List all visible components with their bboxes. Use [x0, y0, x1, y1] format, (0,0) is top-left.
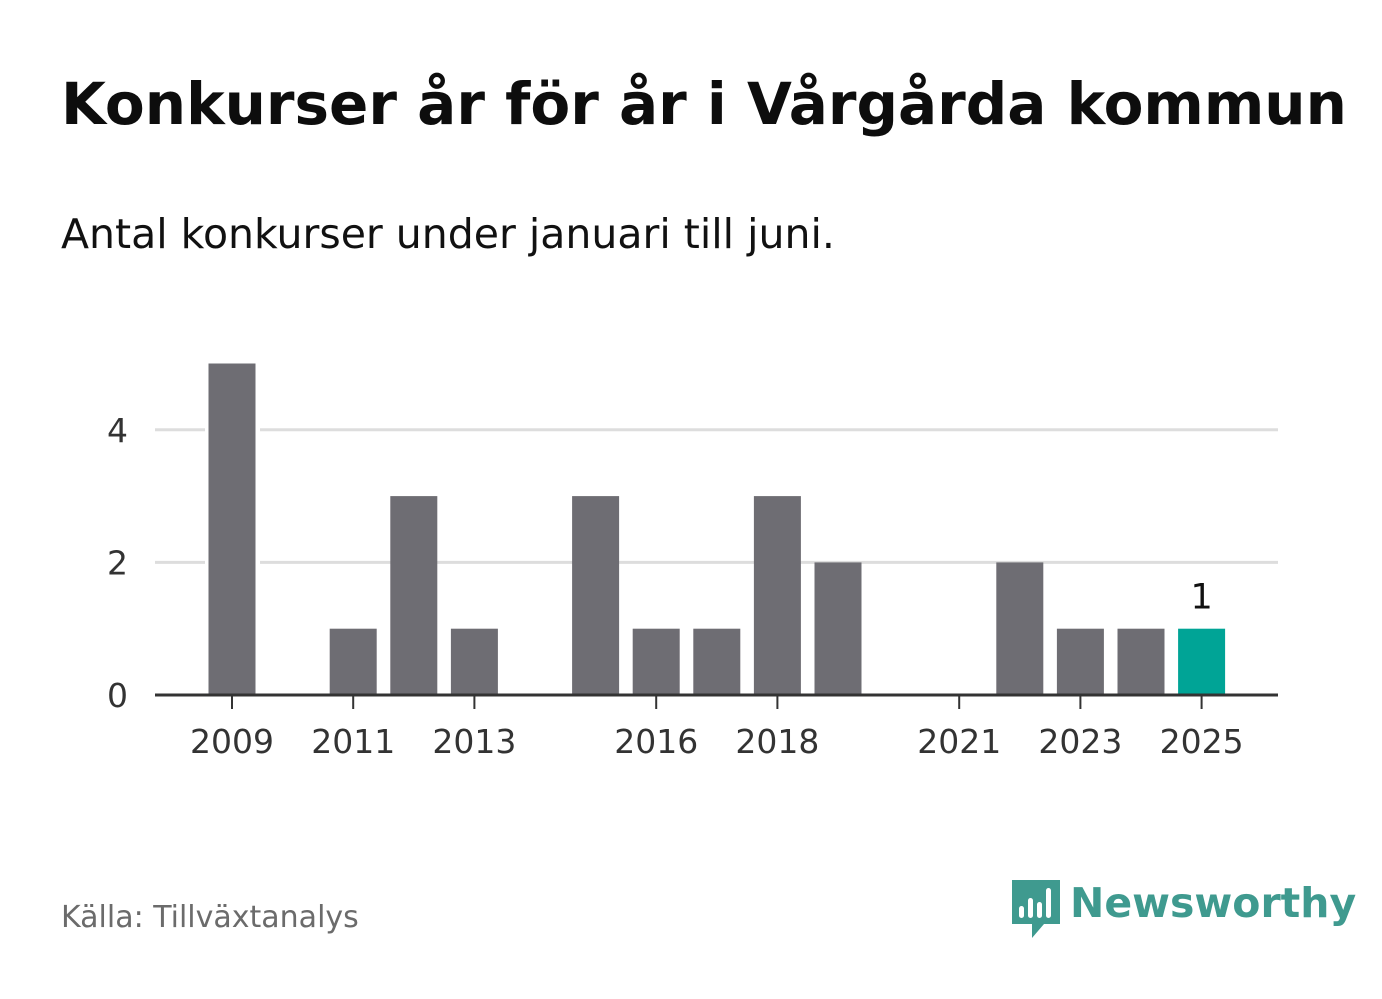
bar-chart: 0 2 4 2009 2011 2013 2016 2018 2021 2023 2025 1 [107, 363, 1278, 761]
bar-chart-speech-bubble-icon [1012, 880, 1060, 938]
bar-2018 [753, 496, 801, 695]
chart-subtitle: Antal konkurser under januari till juni. [61, 210, 835, 258]
brand-name: Newsworthy [1070, 879, 1357, 927]
x-tick-label: 2009 [190, 722, 274, 761]
bar-2016 [632, 628, 680, 695]
y-tick-label: 0 [107, 676, 128, 715]
x-tick-label: 2025 [1160, 722, 1244, 761]
bar-2015 [572, 496, 620, 695]
bar-2009 [208, 363, 256, 695]
x-tick-label: 2021 [917, 722, 1001, 761]
x-tick-label: 2023 [1038, 722, 1122, 761]
bar-2025 [1178, 628, 1226, 695]
bar-2023 [1056, 628, 1104, 695]
bar-2012 [390, 496, 438, 695]
bar-2011 [329, 628, 377, 695]
bar-2024 [1117, 628, 1165, 695]
newsworthy-logo: Newsworthy [1010, 878, 1356, 942]
data-label-highlight: 1 [1190, 578, 1212, 618]
x-tick-label: 2013 [432, 722, 516, 761]
label-layer: 1 [1190, 578, 1212, 618]
bar-2013 [450, 628, 498, 695]
bar-layer [208, 363, 1226, 695]
x-tick-label: 2011 [311, 722, 395, 761]
bar-2022 [996, 562, 1044, 695]
chart-title: Konkurser år för år i Vårgårda kommun [61, 70, 1347, 138]
bar-2017 [693, 628, 741, 695]
x-tick-label: 2018 [735, 722, 819, 761]
x-tick-label: 2016 [614, 722, 698, 761]
grid-layer [155, 428, 1278, 564]
axis-layer: 0 2 4 2009 2011 2013 2016 2018 2021 2023 2025 [107, 411, 1278, 761]
y-tick-label: 4 [107, 411, 128, 450]
y-tick-label: 2 [107, 543, 128, 582]
source-note: Källa: Tillväxtanalys [61, 900, 359, 935]
bar-2019 [814, 562, 862, 695]
